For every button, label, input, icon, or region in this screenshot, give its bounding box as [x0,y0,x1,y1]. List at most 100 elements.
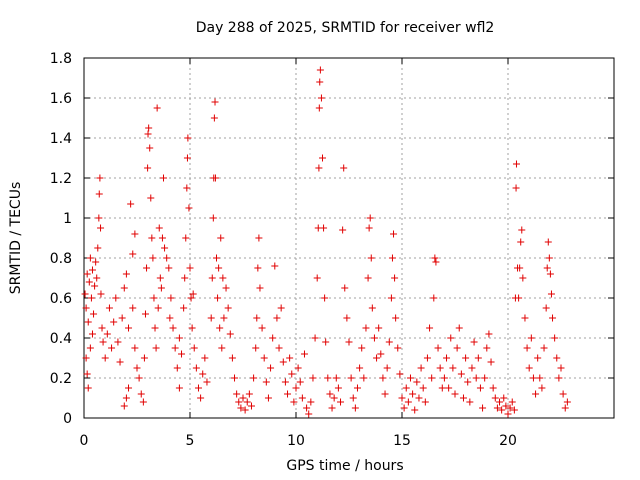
data-point [411,406,419,414]
data-point [224,304,232,312]
data-point [315,104,323,112]
data-point [353,384,361,392]
data-point [122,394,130,402]
data-point [166,314,174,322]
data-point [434,344,442,352]
data-point [146,144,154,152]
data-point [545,254,553,262]
data-point [366,214,374,222]
data-point [447,334,455,342]
data-point [154,304,162,312]
x-tick-label: 20 [499,433,517,449]
data-point [559,390,567,398]
data-point [466,398,474,406]
data-point [211,98,219,106]
data-point [426,324,434,332]
data-point [87,294,95,302]
data-point [116,358,124,366]
data-point [542,304,550,312]
y-tick-label: 1.8 [50,51,72,67]
data-point [131,230,139,238]
data-point [322,338,330,346]
x-axis-label: GPS time / hours [286,458,403,474]
data-point [455,324,463,332]
data-point [388,254,396,262]
data-point [493,404,501,412]
data-point [370,334,378,342]
data-point [470,338,478,346]
data-point [237,404,245,412]
data-point [122,270,130,278]
data-point [506,404,514,412]
plot-frame [83,57,615,419]
data-point [311,334,319,342]
data-point [256,284,264,292]
data-point [504,410,512,418]
data-point [373,354,381,362]
data-point [279,358,287,366]
data-point [262,378,270,386]
data-point [334,384,342,392]
data-point [413,378,421,386]
data-point [271,262,279,270]
data-point [155,224,163,232]
data-point [368,304,376,312]
data-point [319,154,326,162]
data-point [345,338,353,346]
data-point [328,404,336,412]
data-point [387,294,395,302]
data-point [95,214,103,222]
data-point [553,354,561,362]
data-point [432,258,440,266]
data-point [255,234,263,242]
data-point [476,384,484,392]
data-point [183,154,191,162]
data-point [210,114,218,122]
data-point [317,94,325,102]
data-point [309,374,317,382]
data-point [184,134,192,142]
data-point [203,378,211,386]
data-point [498,406,506,414]
data-point [82,354,90,362]
data-point [284,390,292,398]
data-point [129,250,137,258]
data-point [385,338,393,346]
data-point [165,264,173,272]
data-point [487,358,495,366]
data-point [264,394,272,402]
data-point [436,364,444,372]
data-point [349,394,357,402]
data-point [243,398,251,406]
x-tick-label: 15 [393,433,411,449]
data-point [417,364,425,372]
data-point [86,254,94,262]
x-axis: 0 5 10 15 20 [80,58,517,449]
data-point [281,378,289,386]
data-point [84,384,92,392]
data-point [459,394,467,402]
data-point [219,274,227,282]
data-point [479,404,487,412]
data-point [305,410,313,418]
data-point [502,402,510,410]
data-point [190,344,198,352]
data-point [197,394,205,402]
data-point [551,334,559,342]
data-point [163,254,171,262]
data-point [258,324,266,332]
data-point [290,398,298,406]
y-axis-label: SRMTID / TECUs [8,182,24,295]
data-point [337,398,345,406]
data-point [143,264,151,272]
y-tick-label: 1.4 [50,131,72,147]
data-point [394,344,402,352]
data-point [92,258,100,266]
data-point [153,104,161,112]
data-point [303,404,311,412]
data-point [364,274,372,282]
y-tick-label: 1 [63,211,72,227]
data-point [515,294,523,302]
data-point [245,390,253,398]
data-point [404,398,412,406]
